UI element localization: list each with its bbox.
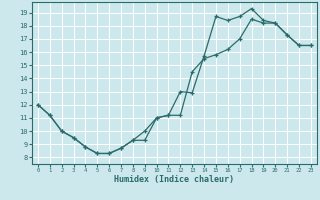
X-axis label: Humidex (Indice chaleur): Humidex (Indice chaleur) <box>115 175 234 184</box>
